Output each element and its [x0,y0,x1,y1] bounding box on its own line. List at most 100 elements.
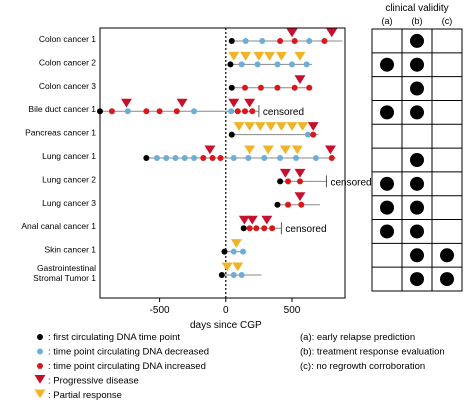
validity-table-frame [371,28,463,292]
row-label: Bile duct cancer 1 [28,104,96,114]
censored-label: censored [285,224,326,235]
x-tick-label: -500 [150,305,170,316]
validity-mark [410,248,424,263]
legend-label: : first circulating DNA time point [48,332,180,343]
validity-note: (b): treatment response evaluation [300,347,445,358]
ctdna-point-decreased [277,155,284,161]
partial-response-marker [279,145,291,155]
partial-response-marker [228,51,240,61]
ctdna-point-first [240,225,247,232]
progressive-disease-marker [204,145,216,155]
x-tick-label: 500 [284,305,301,316]
ctdna-point-increased [291,84,298,91]
ctdna-point-increased [156,108,163,115]
row-label: Lung cancer 2 [42,174,96,184]
validity-note: (a): early relapse prediction [300,332,415,343]
ctdna-point-decreased [172,155,179,161]
ctdna-point-increased [269,225,276,232]
ctdna-point-first [274,201,281,208]
progressive-disease-marker [294,75,306,85]
validity-column-header: (b) [412,16,423,26]
ctdna-point-increased [285,201,292,208]
ctdna-point-decreased [240,248,247,255]
validity-column-header: (a) [382,16,393,26]
legend-decreased-icon [37,348,43,355]
partial-response-marker [291,145,303,155]
ctdna-point-first [218,272,225,278]
progressive-disease-marker [324,145,336,155]
validity-title: clinical validity [385,3,448,14]
ctdna-point-first [228,84,235,91]
legend-label: : Partial response [48,390,122,401]
validity-mark [440,272,454,287]
ctdna-point-decreased [289,61,296,68]
validity-mark [380,57,394,72]
ctdna-point-increased [310,131,317,138]
ctdna-point-decreased [261,155,268,161]
ctdna-point-increased [173,108,180,115]
ctdna-point-increased [306,84,313,91]
partial-response-marker [265,122,277,131]
ctdna-point-decreased [274,61,281,68]
partial-response-marker [286,122,298,131]
validity-mark [410,176,424,191]
validity-mark [380,224,394,239]
ctdna-point-decreased [312,155,319,161]
progressive-disease-marker [228,98,240,108]
ctdna-point-decreased [230,272,237,278]
validity-mark [440,248,454,263]
censored-label: censored [263,107,304,118]
progressive-disease-marker [307,122,319,131]
ctdna-point-decreased [124,108,131,115]
ctdna-point-decreased [181,155,188,161]
ctdna-point-first [97,108,103,115]
ctdna-point-decreased [303,61,310,68]
row-label: Lung cancer 3 [42,198,96,208]
ctdna-point-first [228,131,235,138]
validity-mark [380,176,394,191]
ctdna-point-decreased [306,38,313,44]
partial-response-marker [294,51,306,61]
validity-note: (c): no regrowth corroboration [300,361,425,372]
legend-label: : Progressive disease [48,376,139,387]
ctdna-point-decreased [304,131,311,138]
ctdna-point-first [228,38,235,44]
x-axis-label: days since CGP [190,320,262,331]
progressive-disease-marker [244,98,256,108]
progressive-disease-marker [326,28,338,38]
ctdna-point-increased [291,38,298,44]
legend-increased-icon [37,363,43,369]
legend-pr-icon [34,389,46,399]
ctdna-point-increased [249,108,256,115]
partial-response-marker [221,262,233,272]
progressive-disease-marker [176,98,188,108]
ctdna-point-decreased [245,155,252,161]
partial-response-marker [254,122,266,131]
plot-frame [99,27,346,299]
ctdna-point-decreased [191,155,198,161]
validity-mark [410,81,424,96]
partial-response-marker [232,262,244,272]
ctdna-point-increased [321,38,328,44]
ctdna-point-increased [261,225,268,232]
ctdna-point-increased [277,38,284,44]
validity-mark [410,272,424,287]
row-label: Skin cancer 1 [45,245,97,255]
ctdna-point-decreased [230,248,237,255]
censored-label: censored [330,177,371,188]
validity-mark [380,200,394,215]
ctdna-point-decreased [238,272,245,278]
partial-response-marker [230,239,242,248]
ctdna-point-decreased [242,38,249,44]
ctdna-point-increased [209,155,216,161]
ctdna-point-increased [253,225,260,232]
row-label: Colon cancer 3 [39,81,96,91]
row-label: Pancreas cancer 1 [25,128,96,138]
legend-label: : time point circulating DNA decreased [48,347,209,358]
ctdna-point-first [227,61,234,68]
partial-response-marker [262,145,274,155]
ctdna-point-increased [108,108,115,115]
partial-response-marker [244,122,256,131]
partial-response-marker [275,122,287,131]
